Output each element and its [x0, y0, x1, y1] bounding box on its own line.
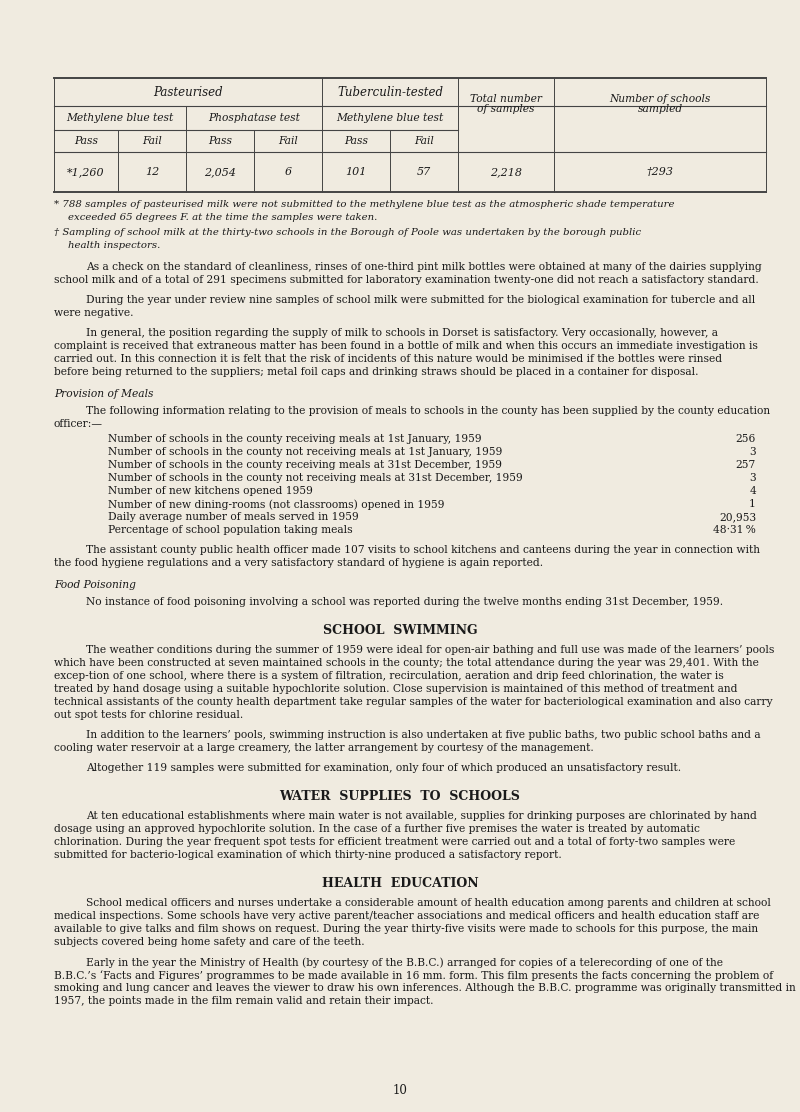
Text: were negative.: were negative. — [54, 308, 134, 318]
Text: Tuberculin-tested: Tuberculin-tested — [337, 86, 443, 99]
Text: Number of schools in the county receiving meals at 31st December, 1959: Number of schools in the county receivin… — [108, 460, 502, 470]
Text: health inspectors.: health inspectors. — [68, 241, 160, 250]
Text: exceeded 65 degrees F. at the time the samples were taken.: exceeded 65 degrees F. at the time the s… — [68, 214, 378, 222]
Text: HEALTH  EDUCATION: HEALTH EDUCATION — [322, 877, 478, 890]
Text: technical assistants of the county health department take regular samples of the: technical assistants of the county healt… — [54, 697, 773, 707]
Text: Provision of Meals: Provision of Meals — [54, 389, 154, 399]
Text: School medical officers and nurses undertake a considerable amount of health edu: School medical officers and nurses under… — [86, 898, 771, 909]
Text: smoking and lung cancer and leaves the viewer to draw his own inferences. Althou: smoking and lung cancer and leaves the v… — [54, 983, 796, 993]
Text: The weather conditions during the summer of 1959 were ideal for open-air bathing: The weather conditions during the summer… — [86, 645, 774, 655]
Text: 257: 257 — [736, 460, 756, 470]
Text: 10: 10 — [393, 1084, 407, 1098]
Text: complaint is received that extraneous matter has been found in a bottle of milk : complaint is received that extraneous ma… — [54, 341, 758, 351]
Text: 48·31 %: 48·31 % — [713, 525, 756, 535]
Text: school milk and of a total of 291 specimens submitted for laboratory examination: school milk and of a total of 291 specim… — [54, 275, 758, 285]
Text: Number of schools in the county not receiving meals at 1st January, 1959: Number of schools in the county not rece… — [108, 447, 502, 457]
Text: cooling water reservoir at a large creamery, the latter arrangement by courtesy : cooling water reservoir at a large cream… — [54, 743, 594, 753]
Text: Number of schools in the county receiving meals at 1st January, 1959: Number of schools in the county receivin… — [108, 434, 482, 444]
Text: Number of new kitchens opened 1959: Number of new kitchens opened 1959 — [108, 486, 313, 496]
Text: WATER  SUPPLIES  TO  SCHOOLS: WATER SUPPLIES TO SCHOOLS — [279, 790, 521, 803]
Text: Methylene blue test: Methylene blue test — [336, 113, 444, 123]
Text: Pass: Pass — [344, 136, 368, 146]
Text: Methylene blue test: Methylene blue test — [66, 113, 174, 123]
Text: sampled: sampled — [638, 105, 682, 115]
Text: 101: 101 — [346, 167, 366, 177]
Text: subjects covered being home safety and care of the teeth.: subjects covered being home safety and c… — [54, 937, 365, 947]
Text: SCHOOL  SWIMMING: SCHOOL SWIMMING — [322, 624, 478, 637]
Text: 1: 1 — [749, 499, 756, 509]
Text: Fail: Fail — [142, 136, 162, 146]
Text: before being returned to the suppliers; metal foil caps and drinking straws shou: before being returned to the suppliers; … — [54, 367, 698, 377]
Text: carried out. In this connection it is felt that the risk of incidents of this na: carried out. In this connection it is fe… — [54, 354, 722, 364]
Text: 6: 6 — [285, 167, 291, 177]
Text: of samples: of samples — [478, 105, 534, 115]
Text: 2,054: 2,054 — [204, 167, 236, 177]
Text: the food hygiene regulations and a very satisfactory standard of hygiene is agai: the food hygiene regulations and a very … — [54, 558, 543, 568]
Text: 12: 12 — [145, 167, 159, 177]
Text: 4: 4 — [750, 486, 756, 496]
Text: dosage using an approved hypochlorite solution. In the case of a further five pr: dosage using an approved hypochlorite so… — [54, 824, 700, 834]
Text: treated by hand dosage using a suitable hypochlorite solution. Close supervision: treated by hand dosage using a suitable … — [54, 684, 738, 694]
Text: Pasteurised: Pasteurised — [153, 86, 223, 99]
Text: In addition to the learners’ pools, swimming instruction is also undertaken at f: In addition to the learners’ pools, swim… — [86, 729, 761, 739]
Text: 3: 3 — [750, 473, 756, 483]
Text: No instance of food poisoning involving a school was reported during the twelve : No instance of food poisoning involving … — [86, 597, 723, 607]
Text: As a check on the standard of cleanliness, rinses of one-third pint milk bottles: As a check on the standard of cleanlines… — [86, 262, 762, 272]
Text: Food Poisoning: Food Poisoning — [54, 580, 136, 590]
Text: Number of schools: Number of schools — [610, 95, 710, 105]
Text: During the year under review nine samples of school milk were submitted for the : During the year under review nine sample… — [86, 295, 755, 305]
Text: submitted for bacterio-logical examination of which thirty-nine produced a satis: submitted for bacterio-logical examinati… — [54, 850, 562, 860]
Text: *1,260: *1,260 — [67, 167, 105, 177]
Text: The assistant county public health officer made 107 visits to school kitchens an: The assistant county public health offic… — [86, 545, 760, 555]
Text: 1957, the points made in the film remain valid and retain their impact.: 1957, the points made in the film remain… — [54, 996, 434, 1006]
Text: Number of new dining-rooms (not classrooms) opened in 1959: Number of new dining-rooms (not classroo… — [108, 499, 445, 509]
Text: Phosphatase test: Phosphatase test — [208, 113, 300, 123]
Text: which have been constructed at seven maintained schools in the county; the total: which have been constructed at seven mai… — [54, 658, 759, 668]
Text: excep-tion of one school, where there is a system of filtration, recirculation, : excep-tion of one school, where there is… — [54, 671, 724, 681]
Text: Pass: Pass — [74, 136, 98, 146]
Text: The following information relating to the provision of meals to schools in the c: The following information relating to th… — [86, 406, 770, 416]
Text: 57: 57 — [417, 167, 431, 177]
Text: out spot tests for chlorine residual.: out spot tests for chlorine residual. — [54, 709, 243, 719]
Text: † Sampling of school milk at the thirty-two schools in the Borough of Poole was : † Sampling of school milk at the thirty-… — [54, 228, 641, 237]
Text: †293: †293 — [646, 167, 674, 177]
Text: Number of schools in the county not receiving meals at 31st December, 1959: Number of schools in the county not rece… — [108, 473, 522, 483]
Text: 2,218: 2,218 — [490, 167, 522, 177]
Text: Daily average number of meals served in 1959: Daily average number of meals served in … — [108, 512, 358, 522]
Text: 3: 3 — [750, 447, 756, 457]
Text: chlorination. During the year frequent spot tests for efficient treatment were c: chlorination. During the year frequent s… — [54, 837, 735, 847]
Text: Early in the year the Ministry of Health (by courtesy of the B.B.C.) arranged fo: Early in the year the Ministry of Health… — [86, 957, 723, 967]
Text: medical inspections. Some schools have very active parent/teacher associations a: medical inspections. Some schools have v… — [54, 911, 759, 921]
Text: * 788 samples of pasteurised milk were not submitted to the methylene blue test : * 788 samples of pasteurised milk were n… — [54, 200, 674, 209]
Text: Pass: Pass — [208, 136, 232, 146]
Text: Percentage of school population taking meals: Percentage of school population taking m… — [108, 525, 353, 535]
Text: Total number: Total number — [470, 95, 542, 105]
Text: 256: 256 — [736, 434, 756, 444]
Text: B.B.C.’s ‘Facts and Figures’ programmes to be made available in 16 mm. form. Thi: B.B.C.’s ‘Facts and Figures’ programmes … — [54, 970, 773, 981]
Text: At ten educational establishments where main water is not available, supplies fo: At ten educational establishments where … — [86, 811, 757, 821]
Text: In general, the position regarding the supply of milk to schools in Dorset is sa: In general, the position regarding the s… — [86, 328, 718, 338]
Text: Altogether 119 samples were submitted for examination, only four of which produc: Altogether 119 samples were submitted fo… — [86, 763, 681, 773]
Text: 20,953: 20,953 — [719, 512, 756, 522]
Text: available to give talks and film shows on request. During the year thirty-five v: available to give talks and film shows o… — [54, 924, 758, 934]
Text: officer:—: officer:— — [54, 419, 103, 429]
Text: Fail: Fail — [278, 136, 298, 146]
Text: Fail: Fail — [414, 136, 434, 146]
